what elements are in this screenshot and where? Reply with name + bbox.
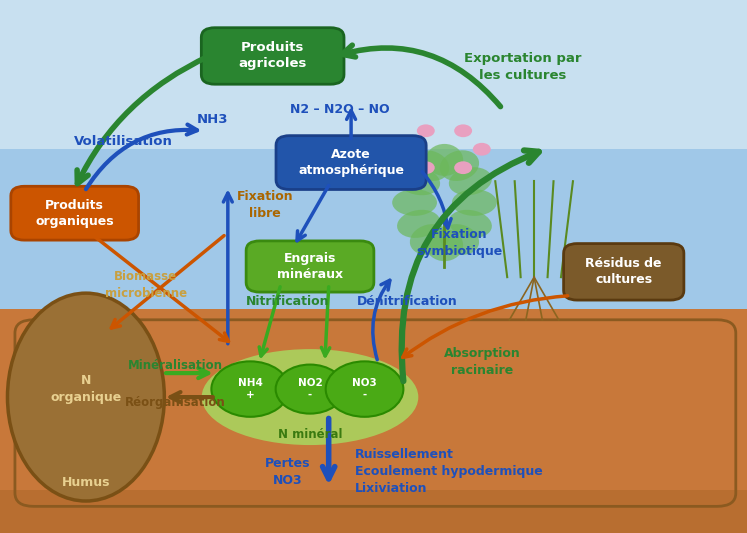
Circle shape <box>454 161 472 174</box>
Text: Volatilisation: Volatilisation <box>74 135 173 148</box>
Ellipse shape <box>392 189 437 216</box>
Text: Engrais
minéraux: Engrais minéraux <box>277 252 343 281</box>
Text: NO2
-: NO2 - <box>297 378 323 400</box>
Circle shape <box>417 124 435 137</box>
Ellipse shape <box>7 293 164 501</box>
Text: NH3: NH3 <box>197 114 229 126</box>
FancyBboxPatch shape <box>0 490 747 533</box>
Ellipse shape <box>426 229 463 261</box>
Ellipse shape <box>410 224 449 255</box>
Circle shape <box>417 161 435 174</box>
Text: Dénitrification: Dénitrification <box>357 295 457 308</box>
Text: Fixation
symbiotique: Fixation symbiotique <box>416 228 503 257</box>
Text: Minéralisation: Minéralisation <box>128 359 223 372</box>
Text: NO3
-: NO3 - <box>352 378 377 400</box>
Circle shape <box>398 143 416 156</box>
Ellipse shape <box>410 150 449 181</box>
Text: Nitrification: Nitrification <box>246 295 329 308</box>
FancyBboxPatch shape <box>246 241 374 292</box>
Text: N2 – N2O – NO: N2 – N2O – NO <box>290 103 390 116</box>
Ellipse shape <box>440 150 479 181</box>
Text: Azote
atmosphérique: Azote atmosphérique <box>298 148 404 177</box>
Ellipse shape <box>452 189 497 216</box>
Ellipse shape <box>397 210 440 238</box>
FancyBboxPatch shape <box>0 0 747 149</box>
Text: Humus: Humus <box>62 476 110 489</box>
Text: Réorganisation: Réorganisation <box>125 396 226 409</box>
Ellipse shape <box>426 144 463 176</box>
Circle shape <box>276 365 344 414</box>
FancyBboxPatch shape <box>276 136 426 190</box>
Circle shape <box>326 361 403 417</box>
Text: NH4
+: NH4 + <box>238 378 263 400</box>
Text: Ruissellement
Ecoulement hypodermique
Lixiviation: Ruissellement Ecoulement hypodermique Li… <box>355 448 542 495</box>
Text: Fixation
libre: Fixation libre <box>237 190 294 220</box>
Circle shape <box>454 124 472 137</box>
FancyBboxPatch shape <box>0 309 747 533</box>
Ellipse shape <box>202 349 418 445</box>
Ellipse shape <box>397 167 440 195</box>
Circle shape <box>473 143 491 156</box>
Text: Pertes
NO3: Pertes NO3 <box>265 457 310 487</box>
Text: Produits
organiques: Produits organiques <box>35 199 114 228</box>
Text: Exportation par
les cultures: Exportation par les cultures <box>464 52 582 82</box>
Text: Biomasse
microbienne: Biomasse microbienne <box>105 270 187 300</box>
Ellipse shape <box>449 210 492 238</box>
Circle shape <box>211 361 289 417</box>
Text: N
organique: N organique <box>50 374 122 404</box>
Ellipse shape <box>440 224 479 255</box>
Text: N minéral: N minéral <box>278 428 342 441</box>
Ellipse shape <box>449 167 492 195</box>
FancyBboxPatch shape <box>0 0 747 309</box>
Text: Absorption
racinaire: Absorption racinaire <box>444 348 520 377</box>
Text: Résidus de
cultures: Résidus de cultures <box>586 257 662 286</box>
FancyBboxPatch shape <box>11 187 139 240</box>
Text: Produits
agricoles: Produits agricoles <box>238 42 307 70</box>
FancyBboxPatch shape <box>201 28 344 84</box>
FancyBboxPatch shape <box>563 244 684 300</box>
